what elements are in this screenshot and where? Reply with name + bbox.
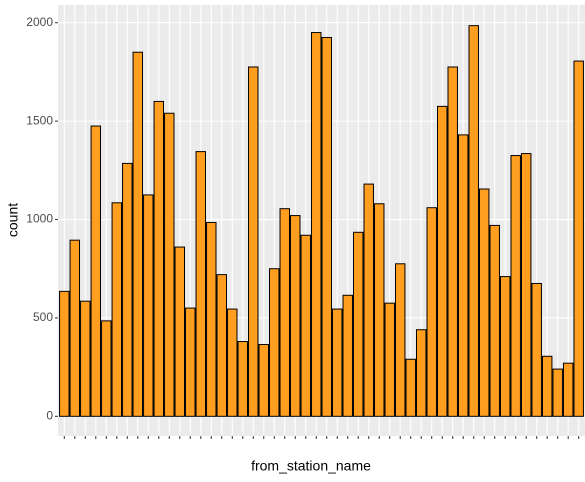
bar <box>552 368 563 417</box>
y-tick-label: 1500 <box>26 113 53 127</box>
x-axis-title: from_station_name <box>251 458 371 474</box>
bar <box>374 203 385 417</box>
bar <box>573 60 584 417</box>
bar <box>489 224 500 417</box>
bar <box>59 290 70 417</box>
y-tick-label: 2000 <box>26 15 53 29</box>
bar <box>457 134 469 417</box>
bar <box>395 263 406 417</box>
bar <box>342 294 353 417</box>
y-tick-label: 0 <box>46 408 53 422</box>
bar <box>363 183 374 417</box>
bar <box>321 36 332 417</box>
bar <box>143 194 154 417</box>
bar <box>384 302 395 417</box>
bar <box>248 66 259 417</box>
bar <box>269 268 280 417</box>
bar <box>353 231 364 417</box>
bar <box>332 308 343 417</box>
bar <box>279 208 290 417</box>
bar <box>90 125 102 417</box>
bar <box>468 25 479 417</box>
bar <box>132 51 144 417</box>
bar <box>206 221 217 417</box>
bar <box>478 188 490 417</box>
bar <box>258 343 269 417</box>
bar <box>111 202 123 417</box>
bar <box>101 320 112 417</box>
bar <box>290 215 301 417</box>
bar <box>520 153 532 417</box>
bar <box>311 32 322 417</box>
bar <box>195 151 206 417</box>
bar <box>499 276 511 417</box>
bar <box>80 300 91 417</box>
bar <box>405 358 416 417</box>
bar <box>541 355 553 417</box>
y-axis-title: count <box>5 203 21 237</box>
bar <box>216 274 227 417</box>
bar <box>300 234 311 417</box>
bar <box>426 207 437 417</box>
bar <box>531 282 542 417</box>
y-tick-label: 1000 <box>26 212 53 226</box>
bar <box>237 341 248 417</box>
bar <box>69 239 81 417</box>
bar <box>562 362 574 417</box>
bar <box>437 105 448 417</box>
bar <box>227 308 238 417</box>
bar <box>185 307 196 417</box>
bar <box>122 162 133 417</box>
bar <box>416 329 427 417</box>
bar <box>164 112 175 417</box>
bar <box>174 246 186 417</box>
bar <box>447 66 458 417</box>
y-tick-label: 500 <box>33 310 53 324</box>
bar <box>153 100 165 417</box>
bar <box>510 155 521 417</box>
